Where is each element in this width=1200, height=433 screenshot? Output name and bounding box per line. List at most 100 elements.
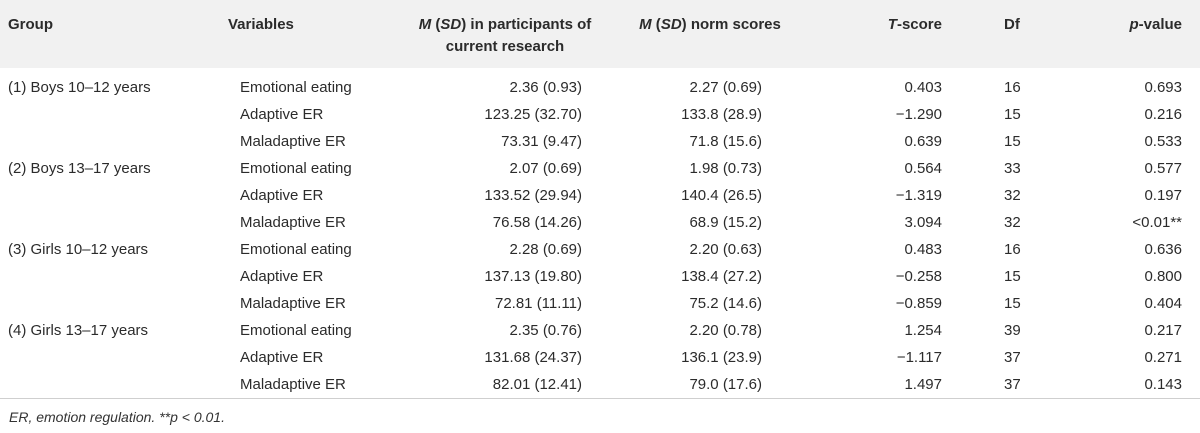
cell-m-current: 72.81 (11.11) [494,295,582,312]
cell-m-norm: 75.2 (14.6) [689,295,762,312]
cell-group [0,290,220,317]
cell-df: 15 [1004,268,1021,285]
cell-group: (1) Boys 10–12 years [8,79,151,96]
cell-m-norm: 68.9 (15.2) [689,214,762,231]
cell-group [0,128,220,155]
table-row: Maladaptive ER 76.58 (14.26) 68.9 (15.2) 3.… [0,209,1200,236]
cell-variable: Maladaptive ER [240,214,346,231]
cell-t-score: 0.483 [904,241,942,258]
header-row: Group Variables M (SD) in participants o… [0,0,1200,68]
cell-group [0,371,220,404]
cell-m-current: 123.25 (32.70) [484,106,582,123]
cell-p-value: 0.404 [1144,295,1182,312]
cell-p-value: 0.533 [1144,133,1182,150]
cell-t-score: −1.319 [895,187,942,204]
table-row: Maladaptive ER 72.81 (11.11) 75.2 (14.6) −0… [0,290,1200,317]
cell-t-score: 1.254 [904,322,942,339]
cell-variable: Adaptive ER [240,187,324,204]
cell-t-score: 0.639 [904,133,942,150]
cell-group [0,344,220,371]
cell-df: 33 [1004,160,1021,177]
cell-t-score: −0.859 [895,295,942,312]
cell-df: 39 [1004,322,1021,339]
cell-m-current: 2.28 (0.69) [509,241,582,258]
cell-p-value: 0.577 [1144,160,1182,177]
cell-group: (3) Girls 10–12 years [8,241,149,258]
cell-df: 37 [1004,349,1021,366]
cell-m-current: 82.01 (12.41) [492,376,582,393]
table-row: Adaptive ER 137.13 (19.80) 138.4 (27.2) −0.… [0,263,1200,290]
cell-m-norm: 133.8 (28.9) [681,106,762,123]
cell-m-current: 2.36 (0.93) [509,79,582,96]
table-row: (2) Boys 13–17 years Emotional eating 2.07… [0,155,1200,182]
cell-df: 32 [1004,214,1021,231]
table-footnote: ER, emotion regulation. **p < 0.01. [9,409,225,425]
header-m-norm: M (SD) norm scores [639,16,781,33]
cell-df: 16 [1004,241,1021,258]
cell-t-score: 0.564 [904,160,942,177]
cell-m-current: 133.52 (29.94) [484,187,582,204]
cell-df: 15 [1004,295,1021,312]
cell-m-norm: 2.20 (0.78) [689,322,762,339]
table-row: Maladaptive ER 73.31 (9.47) 71.8 (15.6) 0.6… [0,128,1200,155]
cell-group: (4) Girls 13–17 years [8,322,149,339]
cell-t-score: −1.117 [896,349,942,366]
cell-group [0,182,220,209]
cell-group [0,209,220,236]
table-row: Maladaptive ER 82.01 (12.41) 79.0 (17.6) 1.… [0,371,1200,404]
cell-variable: Emotional eating [240,79,352,96]
cell-m-norm: 71.8 (15.6) [689,133,762,150]
cell-m-current: 2.35 (0.76) [509,322,582,339]
results-table: Group Variables M (SD) in participants o… [0,0,1200,404]
cell-df: 32 [1004,187,1021,204]
cell-variable: Emotional eating [240,241,352,258]
cell-p-value: 0.143 [1144,376,1182,393]
cell-m-current: 2.07 (0.69) [509,160,582,177]
table-header: Group Variables M (SD) in participants o… [0,0,1200,68]
cell-p-value: <0.01** [1132,214,1182,231]
cell-t-score: −0.258 [895,268,942,285]
cell-variable: Adaptive ER [240,106,324,123]
cell-df: 16 [1004,79,1021,96]
header-df: Df [1004,16,1020,33]
cell-m-current: 76.58 (14.26) [492,214,582,231]
table-bottom-rule [0,398,1200,399]
cell-variable: Adaptive ER [240,349,324,366]
cell-group [0,101,220,128]
cell-m-norm: 2.20 (0.63) [689,241,762,258]
cell-m-norm: 1.98 (0.73) [689,160,762,177]
footnote-text: ER, emotion regulation. **p < 0.01. [9,409,225,425]
cell-variable: Maladaptive ER [240,295,346,312]
cell-p-value: 0.216 [1144,106,1182,123]
cell-variable: Maladaptive ER [240,133,346,150]
cell-variable: Emotional eating [240,160,352,177]
cell-group [0,263,220,290]
cell-variable: Emotional eating [240,322,352,339]
cell-df: 15 [1004,133,1021,150]
cell-m-norm: 138.4 (27.2) [681,268,762,285]
header-variables: Variables [228,16,294,33]
header-group: Group [8,16,53,33]
table-row: (3) Girls 10–12 years Emotional eating 2.2… [0,236,1200,263]
cell-variable: Maladaptive ER [240,376,346,393]
table-row: Adaptive ER 123.25 (32.70) 133.8 (28.9) −1.… [0,101,1200,128]
cell-p-value: 0.693 [1144,79,1182,96]
table-row: (4) Girls 13–17 years Emotional eating 2.3… [0,317,1200,344]
cell-df: 15 [1004,106,1021,123]
cell-t-score: 1.497 [904,376,942,393]
cell-m-norm: 140.4 (26.5) [681,187,762,204]
cell-p-value: 0.271 [1144,349,1182,366]
header-t-score: T-score [887,16,942,33]
cell-variable: Adaptive ER [240,268,324,285]
table-row: (1) Boys 10–12 years Emotional eating 2.36… [0,68,1200,101]
table-row: Adaptive ER 131.68 (24.37) 136.1 (23.9) −1.… [0,344,1200,371]
header-p-value: p-value [1129,16,1182,33]
cell-p-value: 0.197 [1144,187,1182,204]
cell-t-score: −1.290 [895,106,942,123]
cell-t-score: 0.403 [904,79,942,96]
cell-m-norm: 2.27 (0.69) [689,79,762,96]
cell-m-current: 137.13 (19.80) [484,268,582,285]
cell-m-norm: 136.1 (23.9) [681,349,762,366]
cell-group: (2) Boys 13–17 years [8,160,151,177]
